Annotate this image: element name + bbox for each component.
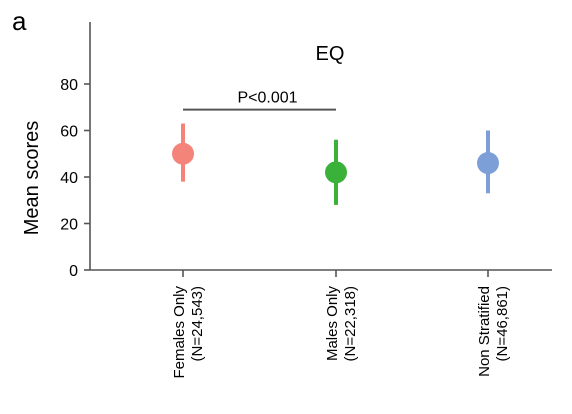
- y-axis-label: Mean scores: [21, 121, 43, 236]
- x-tick-label-2: Non Stratified(N=46,861): [476, 286, 511, 377]
- x-tick-label-1: Males Only(N=22,318): [324, 286, 359, 362]
- mean-point-2: [477, 152, 499, 175]
- mean-point-1: [325, 161, 347, 184]
- data-points: [172, 123, 499, 205]
- y-axis: 0 20 40 60 80: [60, 22, 91, 280]
- x-tick-label-line2-1: (N=22,318): [342, 286, 359, 361]
- y-tick-label-0: 0: [69, 263, 78, 280]
- y-tick-label-4: 80: [60, 77, 78, 94]
- mean-point-0: [172, 142, 194, 165]
- chart-title: EQ: [316, 43, 345, 65]
- significance-label: P<0.001: [237, 90, 297, 107]
- x-tick-label-0: Females Only(N=24,543): [171, 286, 206, 379]
- y-tick-label-1: 20: [60, 217, 78, 234]
- y-tick-label-3: 60: [60, 124, 78, 141]
- y-tick-label-2: 40: [60, 170, 78, 187]
- x-tick-label-line2-0: (N=24,543): [189, 286, 206, 361]
- x-axis: Females Only(N=24,543) Males Only(N=22,31…: [90, 269, 552, 379]
- x-tick-label-line1-0: Females Only: [171, 286, 188, 379]
- significance-annotation: P<0.001: [183, 90, 336, 111]
- x-tick-label-line1-1: Males Only: [324, 286, 341, 362]
- x-tick-label-line2-2: (N=46,861): [494, 286, 511, 361]
- x-tick-label-line1-2: Non Stratified: [476, 286, 493, 377]
- panel-label: a: [12, 6, 27, 36]
